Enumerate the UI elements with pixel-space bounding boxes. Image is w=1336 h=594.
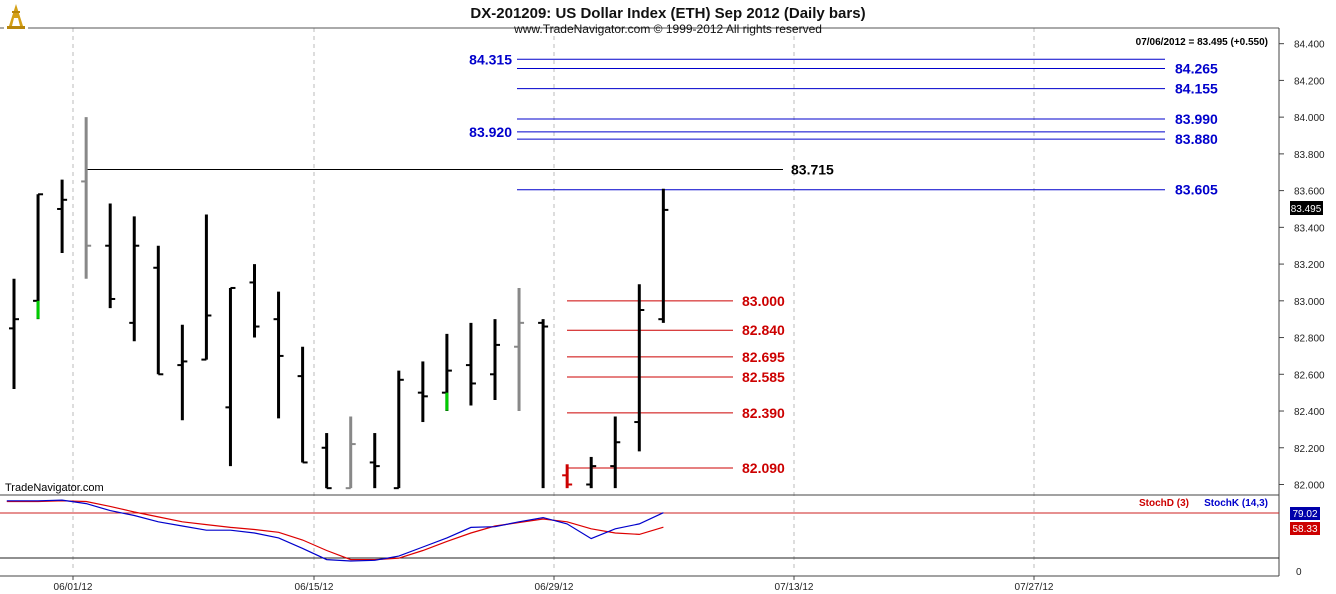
level-label: 84.155: [1175, 81, 1218, 97]
ohlc-bar: [562, 464, 573, 489]
ohlc-bar: [634, 284, 645, 452]
stochk-value-marker: 79.02: [1290, 507, 1320, 520]
ohlc-bar: [658, 188, 669, 323]
level-label: 84.315: [469, 51, 512, 67]
x-tick-label: 06/15/12: [295, 582, 334, 593]
level-label: 83.920: [469, 124, 512, 140]
last-price-marker: 83.495: [1290, 201, 1323, 215]
last-bar-info: 07/06/2012 = 83.495 (+0.550): [1136, 37, 1268, 48]
ohlc-bar: [273, 291, 284, 419]
price-bars: [9, 117, 669, 490]
ohlc-bar: [225, 286, 236, 467]
ohlc-bar: [153, 245, 164, 376]
ohlc-bar: [441, 333, 452, 412]
ohlc-bar: [129, 216, 140, 342]
ohlc-bar: [57, 179, 68, 254]
y-tick-label: 84.000: [1294, 113, 1325, 124]
level-label: 83.990: [1175, 111, 1218, 127]
level-label: 84.265: [1175, 60, 1218, 76]
x-tick-label: 06/01/12: [54, 582, 93, 593]
level-label: 82.390: [742, 405, 785, 421]
x-tick-label: 07/13/12: [775, 582, 814, 593]
x-axis: 06/01/12 06/15/12 06/29/12 07/13/12 07/27/12: [54, 576, 1054, 593]
ohlc-bar: [33, 193, 44, 320]
y-tick-label: 83.400: [1294, 223, 1325, 234]
logo-icon: [4, 2, 28, 32]
ohlc-bar: [417, 361, 428, 423]
ohlc-bar: [177, 324, 188, 421]
y-axis: 84.400 84.200 84.000 83.800 83.600 83.400 83.2…: [1279, 40, 1325, 491]
level-label: 82.695: [742, 349, 785, 365]
watermark-text: TradeNavigator.com: [5, 482, 104, 494]
x-tick-label: 07/27/12: [1015, 582, 1054, 593]
y-tick-label: 83.600: [1294, 187, 1325, 198]
ohlc-bar: [465, 322, 476, 406]
ohlc-bar: [610, 416, 621, 489]
ohlc-bar: [369, 433, 380, 489]
y-tick-label: 82.000: [1294, 480, 1325, 491]
last-price-label: 83.495: [1291, 204, 1322, 215]
level-label: 82.840: [742, 322, 785, 338]
y-tick-label: 84.200: [1294, 76, 1325, 87]
ohlc-bar: [538, 319, 549, 489]
ohlc-bar: [321, 433, 332, 490]
chart-subtitle: www.TradeNavigator.com © 1999-2012 All r…: [513, 22, 822, 36]
y-tick-label: 83.800: [1294, 150, 1325, 161]
ohlc-bar: [9, 278, 19, 389]
ohlc-bar: [393, 370, 404, 490]
level-label: 83.605: [1175, 182, 1218, 198]
ohlc-bar: [345, 416, 356, 490]
stochk-line: [6, 499, 664, 562]
stochastic-panel: [0, 499, 1279, 562]
stochk-value: 79.02: [1292, 509, 1317, 520]
level-label: 83.880: [1175, 131, 1218, 147]
level-label: 83.000: [742, 293, 785, 309]
price-levels: 84.315 84.265 84.155 83.990 83.920 83.880 83.7…: [87, 51, 1218, 476]
y-tick-label: 82.200: [1294, 444, 1325, 455]
x-tick-label: 06/29/12: [535, 582, 574, 593]
stochk-legend: StochK (14,3): [1204, 498, 1268, 509]
ohlc-bar: [490, 319, 500, 400]
y-tick-label: 83.200: [1294, 260, 1325, 271]
stochd-value-marker: 58.33: [1290, 522, 1320, 535]
stochd-legend: StochD (3): [1139, 498, 1189, 509]
y-tick-label: 84.400: [1294, 40, 1325, 51]
level-label: 82.585: [742, 369, 785, 385]
level-label: 83.715: [791, 161, 834, 177]
level-label: 82.090: [742, 460, 785, 476]
ohlc-bar: [249, 264, 260, 338]
frame: [0, 27, 1280, 577]
y-tick-label: 82.800: [1294, 334, 1325, 345]
ohlc-bar: [586, 456, 597, 489]
y-tick-label: 83.000: [1294, 297, 1325, 308]
stochd-value: 58.33: [1292, 524, 1317, 535]
ohlc-bar: [297, 346, 308, 464]
ohlc-bar: [81, 117, 92, 279]
stoch-axis-zero: 0: [1296, 567, 1302, 578]
chart-title: DX-201209: US Dollar Index (ETH) Sep 201…: [470, 5, 865, 22]
ohlc-bar: [105, 203, 116, 309]
y-tick-label: 82.600: [1294, 370, 1325, 381]
ohlc-bar: [201, 214, 212, 361]
ohlc-bar: [514, 287, 525, 412]
y-tick-label: 82.400: [1294, 407, 1325, 418]
